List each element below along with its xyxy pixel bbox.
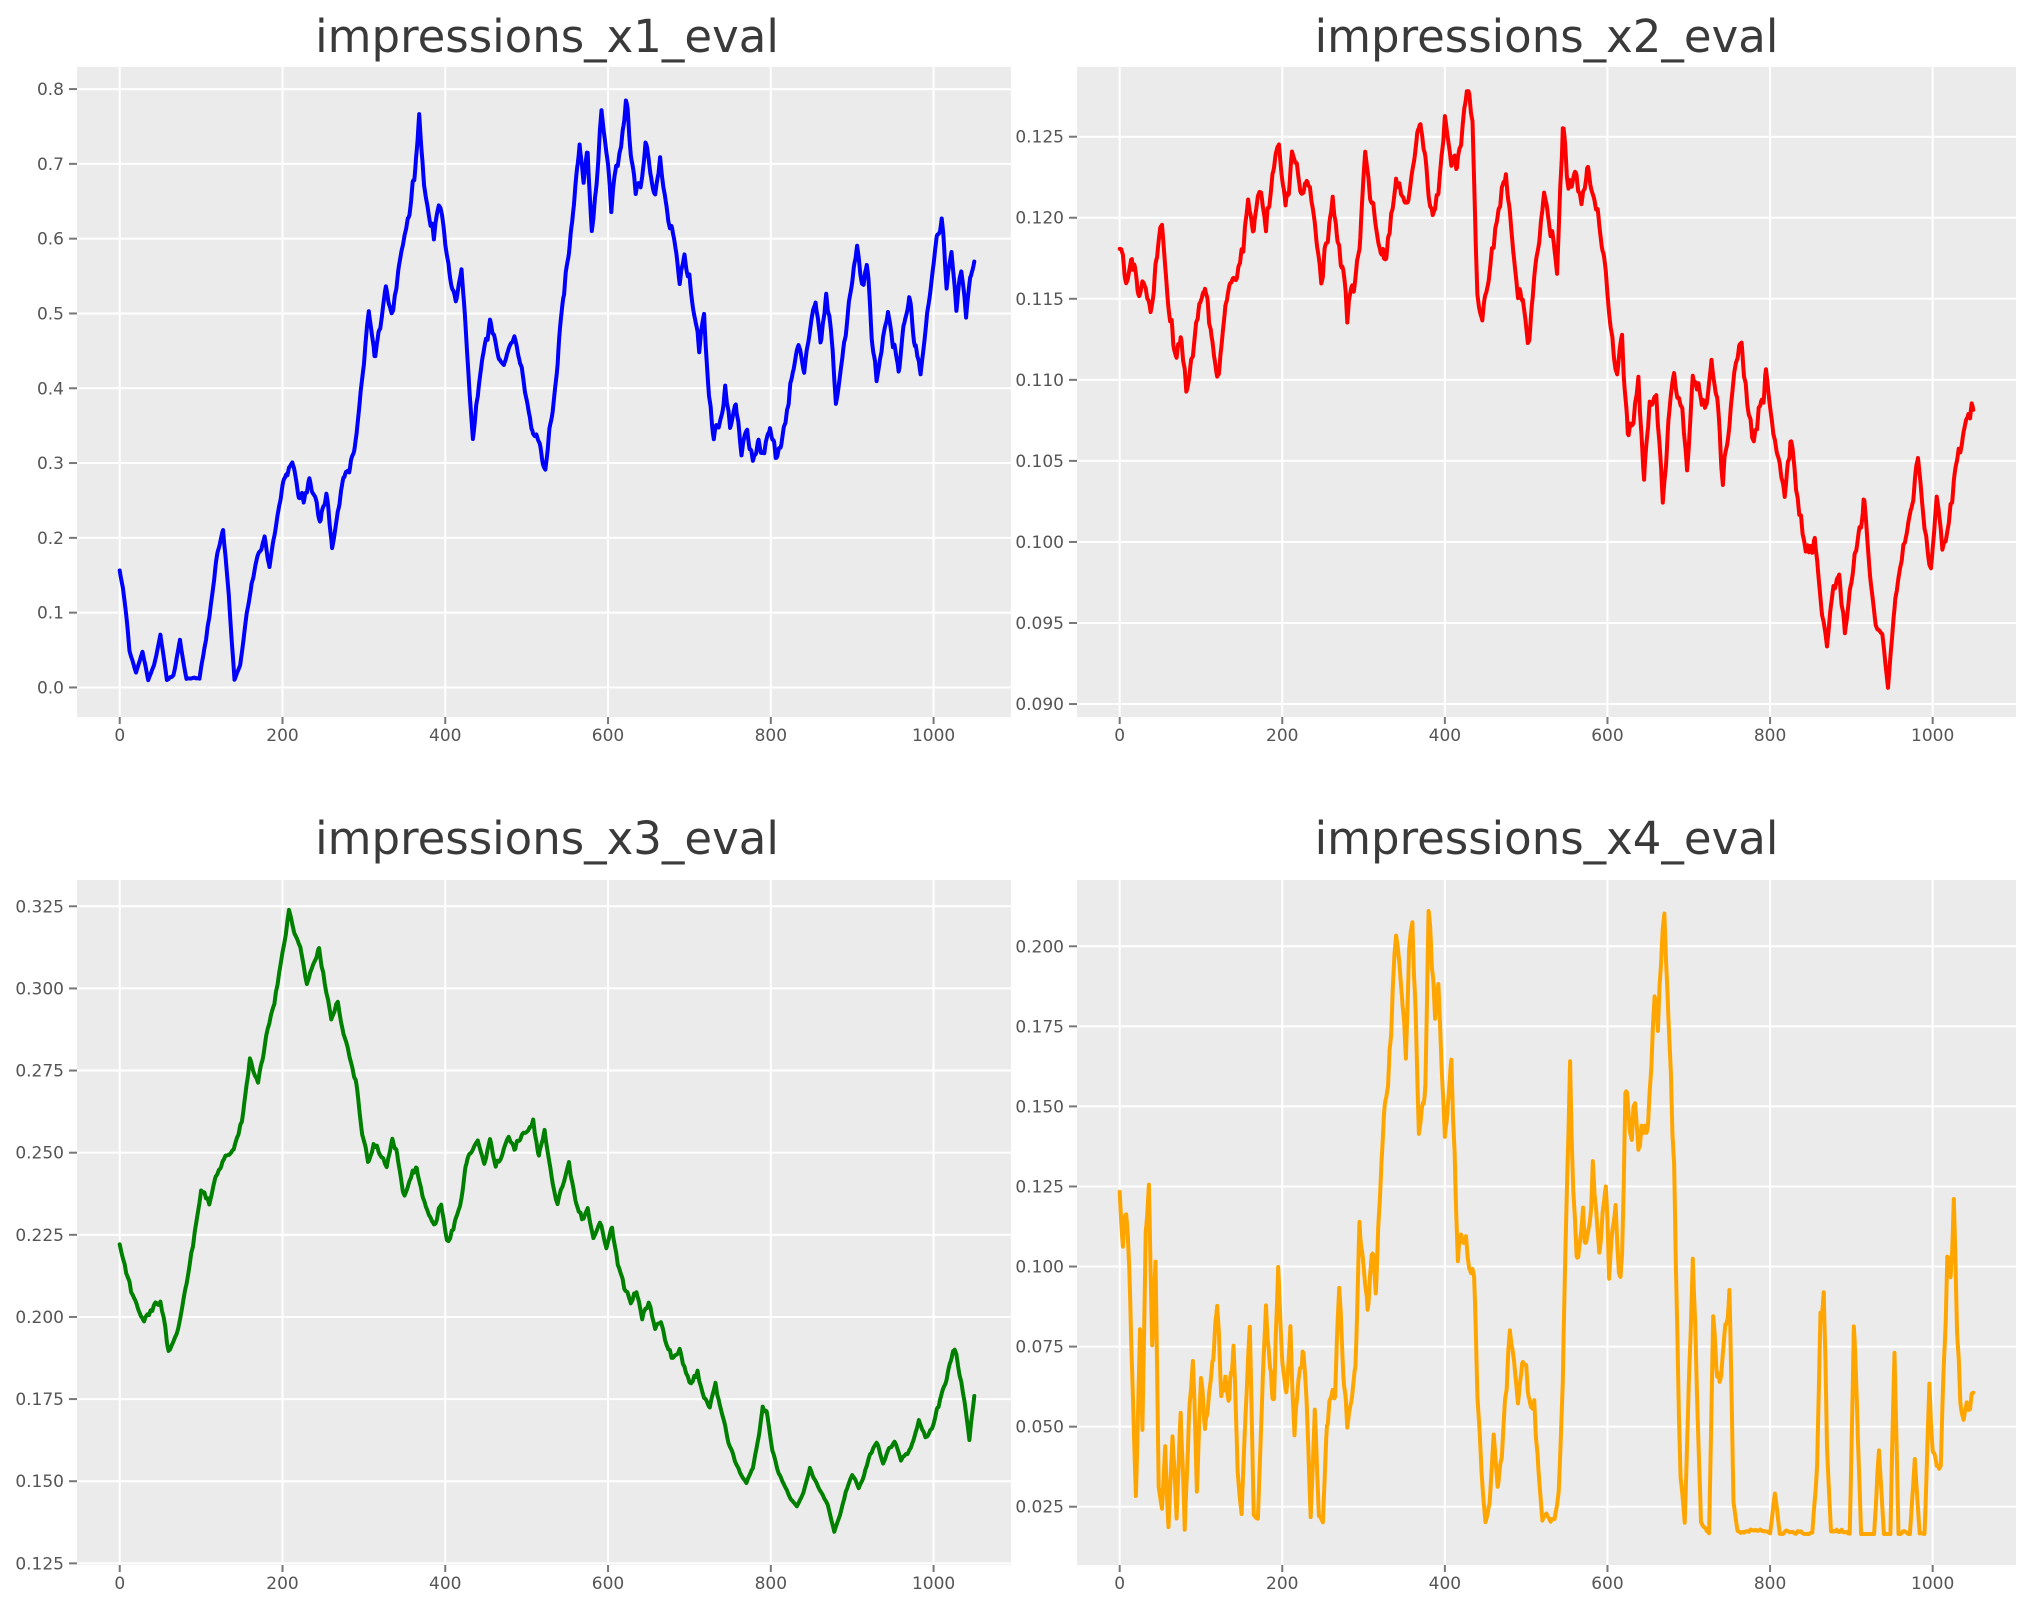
tick-labels: 0 200 400 600 800 1000 0.125 0.150 0.175 0.200 0.2… xyxy=(15,897,955,1594)
x-tick-label: 1000 xyxy=(912,1574,955,1594)
x-tick-label: 1000 xyxy=(912,726,955,746)
tick-marks xyxy=(69,905,935,1572)
y-tick-label: 0.075 xyxy=(1015,1338,1064,1358)
y-tick-label: 0.200 xyxy=(1015,937,1064,957)
x-tick-label: 0 xyxy=(114,726,125,746)
y-tick-label: 0.325 xyxy=(15,897,64,917)
y-tick-label: 0.120 xyxy=(1015,209,1064,229)
y-tick-label: 0.250 xyxy=(15,1144,64,1164)
x-tick-label: 400 xyxy=(429,1574,461,1594)
tick-marks xyxy=(69,88,935,724)
y-tick-label: 0.8 xyxy=(37,80,64,100)
series-line xyxy=(1117,89,1976,690)
x-tick-label: 600 xyxy=(592,1574,624,1594)
y-tick-label: 0.150 xyxy=(1015,1097,1064,1117)
y-tick-label: 0.110 xyxy=(1015,371,1064,391)
chart-impressions-x2-eval: 0 200 400 600 800 1000 0.090 0.095 0.100 0.105 0.1… xyxy=(1011,0,2023,790)
chart-impressions-x4-eval: 0 200 400 600 800 1000 0.025 0.050 0.075 0.100 0.1… xyxy=(1011,790,2023,1623)
y-tick-label: 0.050 xyxy=(1015,1418,1064,1438)
y-tick-label: 0.095 xyxy=(1015,614,1064,634)
chart-impressions-x3-eval: 0 200 400 600 800 1000 0.125 0.150 0.175 0.200 0.2… xyxy=(0,790,1011,1623)
y-tick-label: 0.175 xyxy=(1015,1017,1064,1037)
x-tick-label: 400 xyxy=(429,726,461,746)
x-tick-label: 600 xyxy=(592,726,624,746)
y-tick-label: 0.1 xyxy=(37,604,64,624)
x-tick-label: 0 xyxy=(1114,1574,1125,1594)
chart-title: impressions_x2_eval xyxy=(1315,10,1779,63)
chart-impressions-x1-eval: 0 200 400 600 800 1000 0.0 0.1 0.2 0.3 0.4 0.5 0.6 0.… xyxy=(0,0,1011,790)
y-tick-label: 0.5 xyxy=(37,304,64,324)
x-tick-label: 800 xyxy=(755,1574,787,1594)
tick-labels: 0 200 400 600 800 1000 0.025 0.050 0.075 0.100 0.1… xyxy=(1015,937,1954,1594)
y-tick-label: 0.150 xyxy=(15,1472,64,1492)
x-tick-label: 200 xyxy=(1266,1574,1298,1594)
x-tick-label: 800 xyxy=(1754,726,1786,746)
line-chart-x4: 0 200 400 600 800 1000 0.025 0.050 0.075 0.100 0.1… xyxy=(1015,812,2016,1594)
x-tick-label: 200 xyxy=(266,1574,298,1594)
y-tick-label: 0.100 xyxy=(1015,1258,1064,1278)
y-tick-label: 0.300 xyxy=(15,979,64,999)
tick-labels: 0 200 400 600 800 1000 0.0 0.1 0.2 0.3 0.4 0.5 0.6 0.… xyxy=(37,80,955,746)
series-line xyxy=(1117,909,1976,1536)
chart-title: impressions_x4_eval xyxy=(1315,812,1779,865)
line-chart-x2: 0 200 400 600 800 1000 0.090 0.095 0.100 0.105 0.1… xyxy=(1015,10,2016,746)
x-tick-label: 1000 xyxy=(1911,726,1954,746)
y-tick-label: 0.4 xyxy=(37,379,64,399)
y-tick-label: 0.7 xyxy=(37,155,64,175)
line-chart-x1: 0 200 400 600 800 1000 0.0 0.1 0.2 0.3 0.4 0.5 0.6 0.… xyxy=(37,10,1011,746)
x-tick-label: 400 xyxy=(1429,1574,1461,1594)
y-tick-label: 0.115 xyxy=(1015,290,1064,310)
y-tick-label: 0.125 xyxy=(15,1554,64,1574)
x-tick-label: 600 xyxy=(1591,726,1623,746)
x-tick-label: 0 xyxy=(1114,726,1125,746)
x-tick-label: 800 xyxy=(755,726,787,746)
x-tick-label: 200 xyxy=(266,726,298,746)
y-tick-label: 0.275 xyxy=(15,1062,64,1082)
tick-labels: 0 200 400 600 800 1000 0.090 0.095 0.100 0.105 0.1… xyxy=(1015,128,1954,746)
chart-title: impressions_x1_eval xyxy=(315,10,779,63)
plot-area xyxy=(77,67,1011,717)
tick-marks xyxy=(1069,945,1934,1572)
y-tick-label: 0.105 xyxy=(1015,452,1064,472)
y-tick-label: 0.200 xyxy=(15,1308,64,1328)
plot-area xyxy=(1077,67,2016,717)
x-tick-label: 800 xyxy=(1754,1574,1786,1594)
y-tick-label: 0.2 xyxy=(37,529,64,549)
y-tick-label: 0.6 xyxy=(37,230,64,250)
gridlines xyxy=(1077,67,2016,717)
y-tick-label: 0.090 xyxy=(1015,695,1064,715)
x-tick-label: 1000 xyxy=(1911,1574,1954,1594)
plot-area xyxy=(77,880,1011,1565)
y-tick-label: 0.175 xyxy=(15,1390,64,1410)
y-tick-label: 0.0 xyxy=(37,678,64,698)
line-chart-x3: 0 200 400 600 800 1000 0.125 0.150 0.175 0.200 0.2… xyxy=(15,812,1011,1594)
y-tick-label: 0.225 xyxy=(15,1226,64,1246)
y-tick-label: 0.125 xyxy=(1015,1177,1064,1197)
y-tick-label: 0.025 xyxy=(1015,1498,1064,1518)
x-tick-label: 600 xyxy=(1591,1574,1623,1594)
tick-marks xyxy=(1069,135,1934,724)
chart-title: impressions_x3_eval xyxy=(315,812,779,865)
y-tick-label: 0.100 xyxy=(1015,533,1064,553)
x-tick-label: 0 xyxy=(114,1574,125,1594)
series-line xyxy=(117,907,977,1534)
y-tick-label: 0.3 xyxy=(37,454,64,474)
y-tick-label: 0.125 xyxy=(1015,128,1064,148)
x-tick-label: 400 xyxy=(1429,726,1461,746)
plot-area xyxy=(1077,880,2016,1565)
series-line xyxy=(117,98,977,683)
x-tick-label: 200 xyxy=(1266,726,1298,746)
